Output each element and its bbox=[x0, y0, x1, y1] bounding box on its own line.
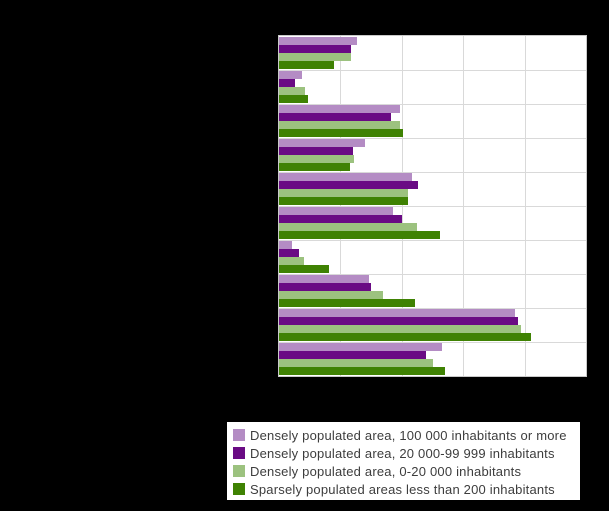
bar bbox=[279, 129, 403, 137]
bar bbox=[279, 79, 296, 87]
bar bbox=[279, 317, 519, 325]
bar bbox=[279, 139, 366, 147]
bar bbox=[279, 147, 353, 155]
bar bbox=[279, 299, 415, 307]
bar bbox=[279, 351, 427, 359]
bar bbox=[279, 121, 400, 129]
legend-swatch-densely-0-20000 bbox=[233, 465, 245, 477]
bar bbox=[279, 257, 305, 265]
legend-label: Densely populated area, 20 000-99 999 in… bbox=[250, 445, 555, 461]
gridline-horizontal bbox=[279, 240, 586, 241]
gridline-horizontal bbox=[279, 104, 586, 105]
legend: Densely populated area, 100 000 inhabita… bbox=[226, 421, 581, 501]
bar bbox=[279, 95, 308, 103]
bar bbox=[279, 215, 403, 223]
legend-item: Densely populated area, 20 000-99 999 in… bbox=[233, 444, 575, 462]
bar bbox=[279, 105, 400, 113]
bar bbox=[279, 163, 351, 171]
bar bbox=[279, 249, 300, 257]
bar bbox=[279, 189, 408, 197]
legend-label: Sparsely populated areas less than 200 i… bbox=[250, 481, 555, 497]
bar bbox=[279, 61, 335, 69]
bar bbox=[279, 359, 433, 367]
gridline-horizontal bbox=[279, 342, 586, 343]
gridline-horizontal bbox=[279, 70, 586, 71]
legend-label: Densely populated area, 100 000 inhabita… bbox=[250, 427, 567, 443]
bar bbox=[279, 265, 330, 273]
bar-group bbox=[279, 274, 586, 308]
gridline-horizontal bbox=[279, 206, 586, 207]
bar bbox=[279, 113, 391, 121]
bar-group bbox=[279, 138, 586, 172]
bar bbox=[279, 173, 412, 181]
legend-label: Densely populated area, 0-20 000 inhabit… bbox=[250, 463, 522, 479]
bar bbox=[279, 87, 305, 95]
bar-group bbox=[279, 342, 586, 376]
bar bbox=[279, 197, 408, 205]
gridline-horizontal bbox=[279, 274, 586, 275]
bar-group bbox=[279, 172, 586, 206]
bar bbox=[279, 333, 532, 341]
plot-area bbox=[278, 35, 587, 377]
bar bbox=[279, 71, 303, 79]
bar bbox=[279, 231, 440, 239]
bar bbox=[279, 207, 394, 215]
bar bbox=[279, 181, 419, 189]
legend-item: Sparsely populated areas less than 200 i… bbox=[233, 480, 575, 498]
bar bbox=[279, 155, 354, 163]
bar bbox=[279, 325, 521, 333]
gridline-horizontal bbox=[279, 138, 586, 139]
bar bbox=[279, 291, 384, 299]
legend-item: Densely populated area, 0-20 000 inhabit… bbox=[233, 462, 575, 480]
bar-group bbox=[279, 240, 586, 274]
bar bbox=[279, 223, 418, 231]
gridline-horizontal bbox=[279, 308, 586, 309]
bar bbox=[279, 283, 372, 291]
bar bbox=[279, 241, 292, 249]
bar-group bbox=[279, 308, 586, 342]
bar bbox=[279, 309, 516, 317]
bar-group bbox=[279, 104, 586, 138]
legend-swatch-densely-20000-99999 bbox=[233, 447, 245, 459]
bar bbox=[279, 343, 443, 351]
bar bbox=[279, 37, 357, 45]
bar bbox=[279, 53, 351, 61]
bar-group bbox=[279, 70, 586, 104]
bar-group bbox=[279, 206, 586, 240]
gridline-horizontal bbox=[279, 172, 586, 173]
bar-group bbox=[279, 36, 586, 70]
legend-swatch-sparsely-less-200 bbox=[233, 483, 245, 495]
bar bbox=[279, 45, 351, 53]
legend-item: Densely populated area, 100 000 inhabita… bbox=[233, 426, 575, 444]
bar bbox=[279, 275, 369, 283]
bar-groups bbox=[279, 36, 586, 376]
bar bbox=[279, 367, 446, 375]
legend-swatch-densely-100000-or-more bbox=[233, 429, 245, 441]
